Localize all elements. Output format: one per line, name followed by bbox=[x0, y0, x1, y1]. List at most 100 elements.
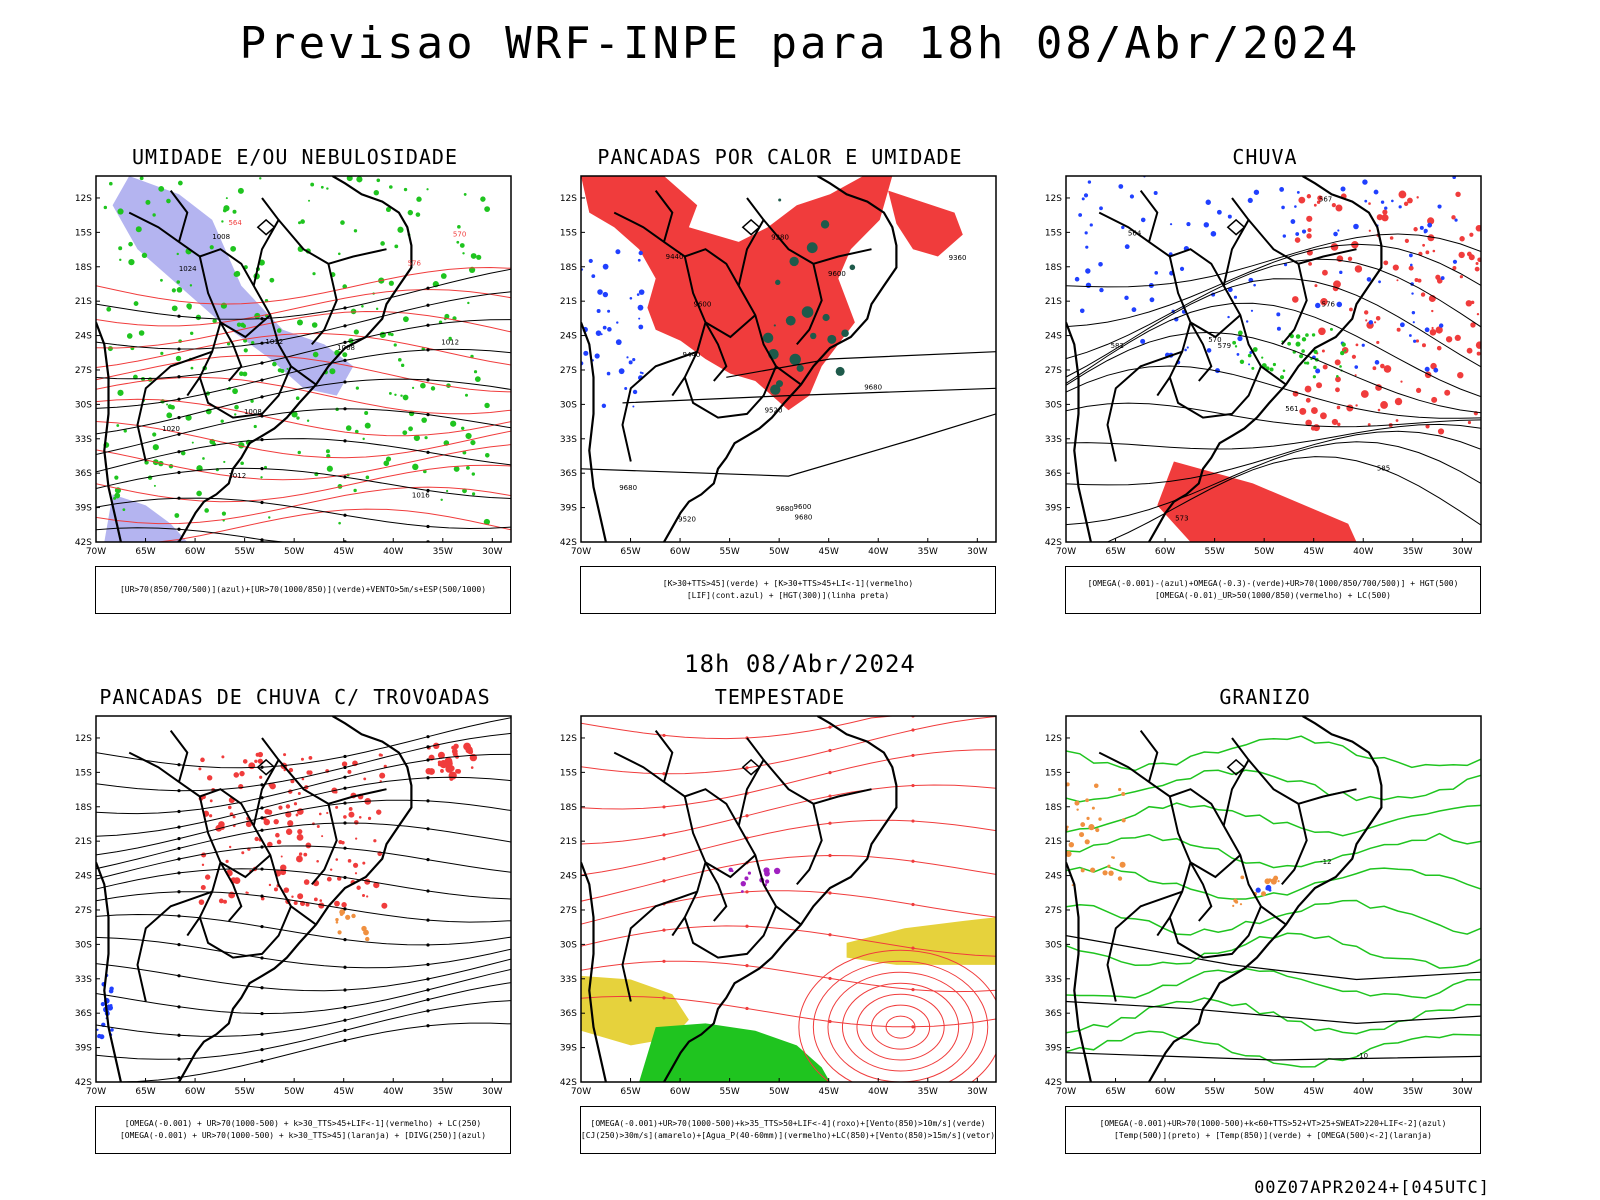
strong-omega-cell bbox=[1295, 341, 1301, 347]
low-humidity-cell bbox=[394, 244, 399, 249]
low-humidity-cell bbox=[388, 280, 394, 286]
thunder-cell bbox=[378, 753, 382, 757]
divergence-cell bbox=[106, 1004, 112, 1010]
hgt500-contour bbox=[1066, 456, 1481, 542]
lon-tick-label: 50W bbox=[1254, 1087, 1274, 1097]
thunder-cell bbox=[232, 815, 236, 819]
thunder-cell bbox=[297, 829, 303, 835]
thunder-cell bbox=[313, 897, 318, 902]
rain-cell bbox=[1306, 233, 1312, 239]
k-index-cell bbox=[762, 332, 774, 344]
streamline-arrow bbox=[260, 828, 264, 832]
low-humidity-cell bbox=[223, 460, 226, 464]
streamline-arrow bbox=[343, 324, 347, 328]
lat-tick-label: 18S bbox=[1045, 263, 1062, 273]
jet250-streamline bbox=[96, 891, 511, 923]
state-border bbox=[683, 796, 777, 959]
lat-tick-label: 15S bbox=[75, 228, 92, 238]
omega-cell bbox=[1085, 282, 1092, 289]
main-title: Previsao WRF-INPE para 18h 08/Abr/2024 bbox=[239, 18, 1361, 69]
state-border bbox=[186, 376, 201, 397]
thunder-cell bbox=[329, 868, 333, 871]
streamline-arrow bbox=[343, 801, 347, 805]
coastline-west bbox=[96, 862, 122, 1082]
streamline-arrow bbox=[426, 378, 430, 382]
legend-line: [Temp(500)](preto) + [Temp(850)](verde) … bbox=[1114, 1131, 1432, 1140]
lon-tick-label: 35W bbox=[918, 1087, 938, 1097]
thunder-cell bbox=[200, 885, 206, 891]
thunder-cell bbox=[363, 777, 367, 781]
lon-tick-label: 60W bbox=[185, 1087, 205, 1097]
streamline-arrow bbox=[343, 439, 347, 443]
streamline-arrow bbox=[426, 450, 430, 454]
streamline-arrow bbox=[426, 1009, 430, 1013]
lifted-index-contour bbox=[600, 333, 603, 336]
thunder-cell bbox=[285, 828, 293, 835]
rain-cell bbox=[1320, 412, 1327, 420]
rain-cell bbox=[1457, 372, 1464, 379]
low-humidity-cell bbox=[421, 417, 427, 423]
rain-cell bbox=[1316, 382, 1323, 389]
rain-cell bbox=[1427, 217, 1435, 225]
omega-cell bbox=[1361, 343, 1365, 347]
hgt500-contour bbox=[1066, 430, 1481, 486]
strong-omega-cell bbox=[1237, 330, 1243, 336]
rain-cell bbox=[1427, 234, 1435, 242]
low-humidity-cell bbox=[393, 343, 397, 347]
strong-omega-cell bbox=[1261, 356, 1264, 359]
rain-cell bbox=[1404, 238, 1409, 244]
low-humidity-cell bbox=[202, 457, 205, 460]
state-border bbox=[311, 263, 338, 346]
strong-omega-cell bbox=[1251, 366, 1255, 370]
wind-streamline bbox=[96, 527, 511, 542]
streamline-arrow bbox=[177, 825, 181, 829]
omega-cell bbox=[1205, 199, 1211, 205]
low-humidity-cell bbox=[484, 206, 491, 213]
low-humidity-cell bbox=[312, 272, 316, 276]
low-humidity-cell bbox=[276, 328, 282, 333]
rain-cell bbox=[1413, 227, 1418, 232]
streamline-arrow bbox=[426, 776, 430, 780]
omega500-cell bbox=[1066, 825, 1069, 829]
rain-cell bbox=[1355, 404, 1358, 407]
omega-cell bbox=[1129, 194, 1135, 199]
streamline-arrow bbox=[426, 286, 430, 290]
lat-tick-label: 18S bbox=[75, 803, 92, 813]
thunder-cell bbox=[303, 879, 310, 885]
low-humidity-cell bbox=[389, 185, 393, 189]
low-humidity-cell bbox=[398, 358, 402, 362]
low-humidity-cell bbox=[190, 366, 194, 370]
lon-tick-label: 30W bbox=[482, 547, 502, 557]
contour-label: 9680 bbox=[619, 484, 637, 492]
omega-cell bbox=[1362, 179, 1368, 185]
omega-cell bbox=[1140, 338, 1146, 344]
streamline-arrow bbox=[177, 470, 181, 475]
lat-tick-label: 12S bbox=[75, 734, 92, 744]
omega-cell bbox=[1079, 308, 1085, 314]
low-humidity-cell bbox=[325, 449, 330, 454]
rain-cell bbox=[1294, 237, 1301, 243]
map-svg: -12 -10 12S 15S 18S 21S 24S 27S 30S 33S 36S 39S 42S7… bbox=[1045, 715, 1482, 1097]
omega500-cell bbox=[1071, 884, 1074, 887]
thunder-cell bbox=[225, 859, 229, 863]
rain-cell bbox=[1465, 300, 1473, 307]
jet250-streamline bbox=[96, 776, 511, 837]
streamline-arrow bbox=[662, 996, 666, 1000]
streamline-arrow bbox=[260, 438, 264, 442]
lon-tick-label: 60W bbox=[185, 547, 205, 557]
thunder-cell bbox=[285, 804, 291, 809]
strong-omega-cell bbox=[1282, 369, 1286, 373]
low-humidity-cell bbox=[176, 280, 181, 284]
state-border bbox=[169, 729, 189, 783]
strong-omega-cell bbox=[1279, 375, 1285, 380]
lon-tick-label: 35W bbox=[1403, 547, 1423, 557]
thunder-cell bbox=[326, 811, 329, 815]
rain-cell bbox=[1317, 195, 1323, 201]
streamline-arrow bbox=[745, 766, 749, 770]
lon-tick-label: 45W bbox=[334, 1087, 354, 1097]
low-humidity-cell bbox=[250, 340, 255, 345]
rain-cell bbox=[1436, 345, 1442, 351]
omega-cell bbox=[1245, 320, 1249, 323]
rain-cell bbox=[1383, 260, 1389, 266]
low-humidity-cell bbox=[253, 424, 257, 429]
